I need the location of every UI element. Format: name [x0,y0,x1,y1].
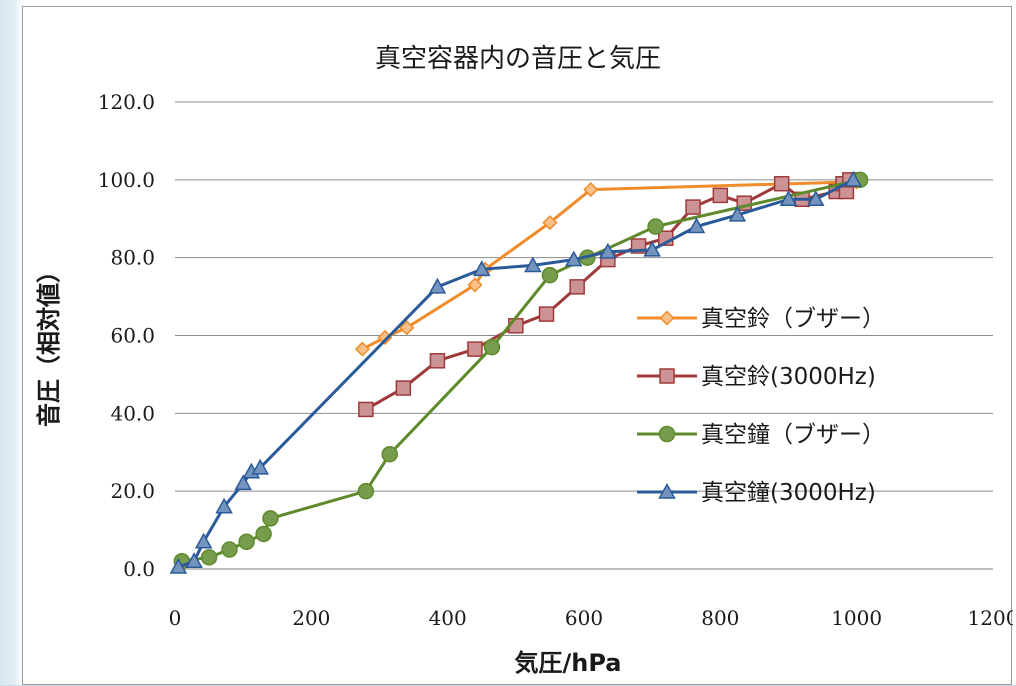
data-point-circle [381,445,398,463]
data-point-triangle [524,256,542,273]
series-4 [169,170,863,574]
data-point-triangle [806,190,825,207]
y-tick-label: 80.0 [110,246,155,270]
y-tick-label: 100.0 [98,168,155,192]
data-point-square [569,279,585,295]
data-point-triangle [779,190,798,207]
chart-svg: 真空容器内の音圧と気圧 0.0 20.0 40.0 60.0 80.0 100.0 120.… [35,44,1013,677]
data-point-square [358,401,374,418]
data-point-triangle [428,277,447,294]
data-point-circle [647,218,664,235]
legend-entry: 真空鐘（ブザー） [637,422,885,448]
y-tick-label: 20.0 [110,479,155,503]
data-point-diamond [467,277,483,293]
data-point-circle [221,541,238,558]
data-point-square [395,380,412,396]
x-tick-label: 1000 [831,606,882,630]
data-point-square [773,175,790,192]
legend-label: 真空鐘（ブザー） [701,422,885,448]
data-point-circle [483,338,501,356]
x-tick-label: 800 [701,606,739,630]
x-tick-label: 400 [429,606,467,630]
data-point-square [467,341,483,357]
data-point-square [685,199,701,215]
data-point-triangle [565,250,583,267]
data-point-triangle [643,240,661,257]
data-point-diamond [399,320,415,336]
data-point-diamond [659,310,675,326]
data-point-square [712,187,729,204]
data-point-circle [541,266,559,284]
legend: 真空鈴（ブザー） 真空鈴(3000Hz) 真空鐘（ブザー） 真空鐘(3000Hz) [637,306,885,506]
data-point-triangle [251,458,269,475]
data-point-circle [255,525,272,543]
data-point-square [429,353,446,369]
x-tick-label: 1200 [968,606,1013,630]
legend-label: 真空鈴(3000Hz) [701,364,876,390]
y-axis-ticks: 0.0 20.0 40.0 60.0 80.0 100.0 120.0 [98,90,155,581]
data-point-circle [658,425,676,443]
data-point-circle [357,482,375,500]
x-axis-label: 気圧/hPa [515,649,622,677]
x-axis-ticks: 0 200 400 600 800 1000 1200 [169,606,1013,630]
x-tick-label: 200 [292,606,330,630]
legend-label: 真空鐘(3000Hz) [701,480,876,506]
data-point-square [538,306,555,322]
data-point-circle [200,549,218,566]
legend-label: 真空鈴（ブザー） [701,306,885,332]
legend-entry: 真空鈴(3000Hz) [637,364,876,390]
data-point-triangle [234,474,252,491]
data-point-triangle [194,532,213,549]
data-point-triangle [844,170,863,187]
y-tick-label: 120.0 [98,90,155,114]
y-axis-label: 音圧（相対値） [35,259,63,427]
data-point-triangle [472,260,491,277]
data-point-triangle [687,217,706,234]
y-tick-label: 0.0 [123,557,155,581]
chart-area: 真空容器内の音圧と気圧 0.0 20.0 40.0 60.0 80.0 100.0 120.… [22,6,1013,685]
data-point-diamond [542,215,558,231]
x-tick-label: 0 [169,606,182,630]
chart-title: 真空容器内の音圧と気圧 [375,44,661,74]
x-tick-label: 600 [565,606,603,630]
y-tick-label: 40.0 [110,401,155,425]
data-point-diamond [583,182,599,198]
data-point-diamond [354,341,371,357]
data-point-triangle [169,558,188,574]
y-tick-label: 60.0 [110,324,155,348]
data-point-triangle [599,242,617,259]
data-point-square [659,368,675,384]
legend-entry: 真空鐘(3000Hz) [637,480,876,506]
data-point-triangle [185,552,203,568]
data-point-triangle [658,482,676,499]
data-point-triangle [215,497,233,514]
data-point-circle [262,510,279,527]
data-point-circle [238,533,255,551]
legend-entry: 真空鈴（ブザー） [637,306,885,332]
series-lines [169,170,869,574]
data-point-triangle [728,205,747,222]
